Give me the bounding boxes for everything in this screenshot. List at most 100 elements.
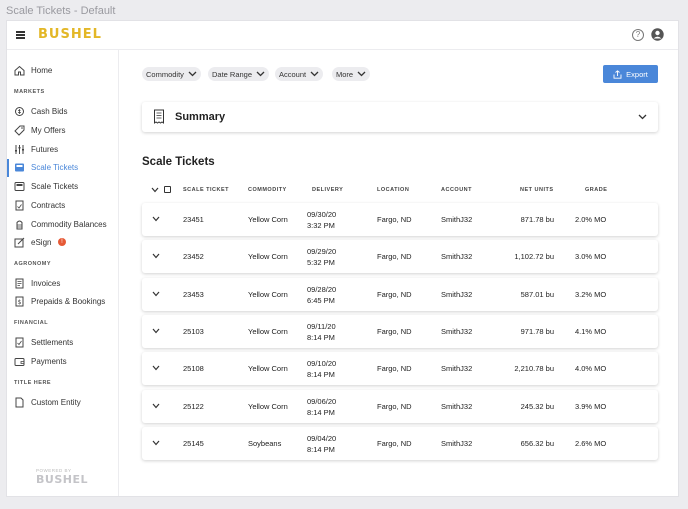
sidebar-item-futures[interactable]: Futures xyxy=(7,141,118,159)
svg-text:$: $ xyxy=(18,299,22,306)
sidebar-item-cash-bids[interactable]: Cash Bids xyxy=(7,103,118,121)
column-header-delivery[interactable]: DELIVERY xyxy=(312,187,344,193)
chevron-down-icon[interactable] xyxy=(152,253,160,259)
user-account-icon[interactable] xyxy=(651,28,664,41)
cell-account: SmithJ32 xyxy=(441,252,473,261)
cell-delivery-time: 8:14 PM xyxy=(307,370,335,379)
sidebar-item-label: eSign xyxy=(31,238,52,247)
sidebar-item-esign[interactable]: eSign ! xyxy=(7,234,118,252)
powered-by-label: POWERED BY xyxy=(36,468,72,473)
chevron-down-icon[interactable] xyxy=(152,216,160,222)
table-row[interactable]: 25122 Yellow Corn 09/06/20 8:14 PM Fargo, ND… xyxy=(142,390,658,423)
cash-bids-icon xyxy=(15,107,24,116)
help-icon[interactable]: ? xyxy=(632,29,644,41)
cell-account: SmithJ32 xyxy=(441,215,473,224)
column-header-scale-ticket[interactable]: SCALE TICKET xyxy=(183,187,230,193)
window-title: Scale Tickets - Default xyxy=(6,5,116,17)
cell-location: Fargo, ND xyxy=(377,327,412,336)
sidebar-item-label: Payments xyxy=(31,357,67,366)
filter-more[interactable]: More xyxy=(332,67,371,81)
cell-scale-ticket: 25108 xyxy=(183,364,204,373)
cell-commodity: Yellow Corn xyxy=(248,215,288,224)
sidebar-item-commodity-balances[interactable]: Commodity Balances xyxy=(7,216,118,234)
cell-net-units: 871.78 bu xyxy=(520,215,554,224)
home-icon xyxy=(14,65,25,76)
table-row[interactable]: 23451 Yellow Corn 09/30/20 3:32 PM Fargo, ND… xyxy=(142,203,658,236)
cell-grade: 2.0% MO xyxy=(575,215,607,224)
sidebar-item-contracts[interactable]: Contracts xyxy=(7,197,118,215)
wallet-icon xyxy=(14,358,25,366)
chevron-down-icon[interactable] xyxy=(152,365,160,371)
filter-date-range[interactable]: Date Range xyxy=(208,67,270,81)
column-header-net-units[interactable]: NET UNITS xyxy=(520,187,554,193)
cell-net-units: 1,102.72 bu xyxy=(514,252,554,261)
silo-icon xyxy=(16,220,23,230)
contract-icon xyxy=(15,200,24,211)
filter-account[interactable]: Account xyxy=(275,67,324,81)
cell-commodity: Yellow Corn xyxy=(248,327,288,336)
bushel-logo[interactable]: BUSHEL xyxy=(38,27,102,42)
chevron-down-icon[interactable] xyxy=(152,440,160,446)
table-row[interactable]: 25145 Soybeans 09/04/20 8:14 PM Fargo, ND Smi… xyxy=(142,427,658,460)
cell-account: SmithJ32 xyxy=(441,327,473,336)
cell-delivery-date: 09/04/20 xyxy=(307,434,337,443)
cell-net-units: 245.32 bu xyxy=(520,402,554,411)
document-icon xyxy=(15,397,24,408)
table-row[interactable]: 25108 Yellow Corn 09/10/20 8:14 PM Fargo, ND… xyxy=(142,352,658,385)
sidebar-item-settlements[interactable]: Settlements xyxy=(7,334,118,352)
table-row[interactable]: 23452 Yellow Corn 09/29/20 5:32 PM Fargo, ND… xyxy=(142,240,658,273)
sidebar-item-scale-tickets-active[interactable]: Scale Tickets xyxy=(7,159,118,177)
hamburger-menu-icon[interactable] xyxy=(16,31,25,39)
cell-scale-ticket: 25145 xyxy=(183,439,204,448)
chevron-down-icon[interactable] xyxy=(152,403,160,409)
column-header-grade[interactable]: GRADE xyxy=(585,187,608,193)
sidebar-item-label: Prepaids & Bookings xyxy=(31,297,106,306)
sidebar-item-prepaids-bookings[interactable]: $ Prepaids & Bookings xyxy=(7,293,118,311)
cell-commodity: Yellow Corn xyxy=(248,290,288,299)
top-bar: BUSHEL ? xyxy=(7,21,678,50)
sidebar-item-custom-entity[interactable]: Custom Entity xyxy=(7,394,118,412)
page-title: Scale Tickets xyxy=(142,156,215,168)
table-row[interactable]: 23453 Yellow Corn 09/28/20 6:45 PM Fargo, ND… xyxy=(142,278,658,311)
select-all-checkbox[interactable] xyxy=(164,186,171,193)
settlement-icon xyxy=(15,337,24,348)
cell-delivery-time: 8:14 PM xyxy=(307,408,335,417)
sidebar-item-home[interactable]: Home xyxy=(7,62,118,80)
sidebar-item-label: Commodity Balances xyxy=(31,220,107,229)
cell-scale-ticket: 25122 xyxy=(183,402,204,411)
sidebar-item-label: Contracts xyxy=(31,201,66,210)
cell-location: Fargo, ND xyxy=(377,290,412,299)
column-header-commodity[interactable]: COMMODITY xyxy=(248,187,287,193)
sidebar-item-label: Futures xyxy=(31,145,59,154)
column-header-account[interactable]: ACCOUNT xyxy=(441,187,472,193)
cell-scale-ticket: 25103 xyxy=(183,327,204,336)
chevron-down-icon[interactable] xyxy=(152,291,160,297)
cell-account: SmithJ32 xyxy=(441,290,473,299)
summary-panel[interactable]: Summary xyxy=(142,102,658,132)
chevron-down-icon[interactable] xyxy=(152,328,160,334)
cell-delivery-time: 6:45 PM xyxy=(307,296,335,305)
sidebar-item-my-offers[interactable]: My Offers xyxy=(7,122,118,140)
invoice-icon xyxy=(15,278,24,289)
section-markets: MARKETS xyxy=(14,89,45,95)
receipt-icon xyxy=(154,109,164,124)
sidebar-item-invoices[interactable]: Invoices xyxy=(7,275,118,293)
cell-delivery-time: 8:14 PM xyxy=(307,445,335,454)
expand-all-chevron-icon[interactable] xyxy=(151,187,159,193)
export-button[interactable]: Export xyxy=(603,65,658,83)
chevron-down-icon xyxy=(188,71,197,77)
filter-label: Date Range xyxy=(212,69,253,79)
cell-grade: 2.6% MO xyxy=(575,439,607,448)
cell-scale-ticket: 23453 xyxy=(183,290,204,299)
sidebar-item-scale-tickets[interactable]: Scale Tickets xyxy=(7,178,118,196)
sidebar-item-payments[interactable]: Payments xyxy=(7,353,118,371)
cell-account: SmithJ32 xyxy=(441,439,473,448)
sidebar-item-label: Invoices xyxy=(31,279,61,288)
table-row[interactable]: 25103 Yellow Corn 09/11/20 8:14 PM Fargo, ND… xyxy=(142,315,658,348)
cell-commodity: Yellow Corn xyxy=(248,364,288,373)
column-header-location[interactable]: LOCATION xyxy=(377,187,410,193)
filter-commodity[interactable]: Commodity xyxy=(142,67,201,81)
cell-location: Fargo, ND xyxy=(377,215,412,224)
sidebar: Home MARKETS Cash Bids My Offers Futures… xyxy=(7,50,119,496)
chevron-down-icon[interactable] xyxy=(638,114,647,120)
